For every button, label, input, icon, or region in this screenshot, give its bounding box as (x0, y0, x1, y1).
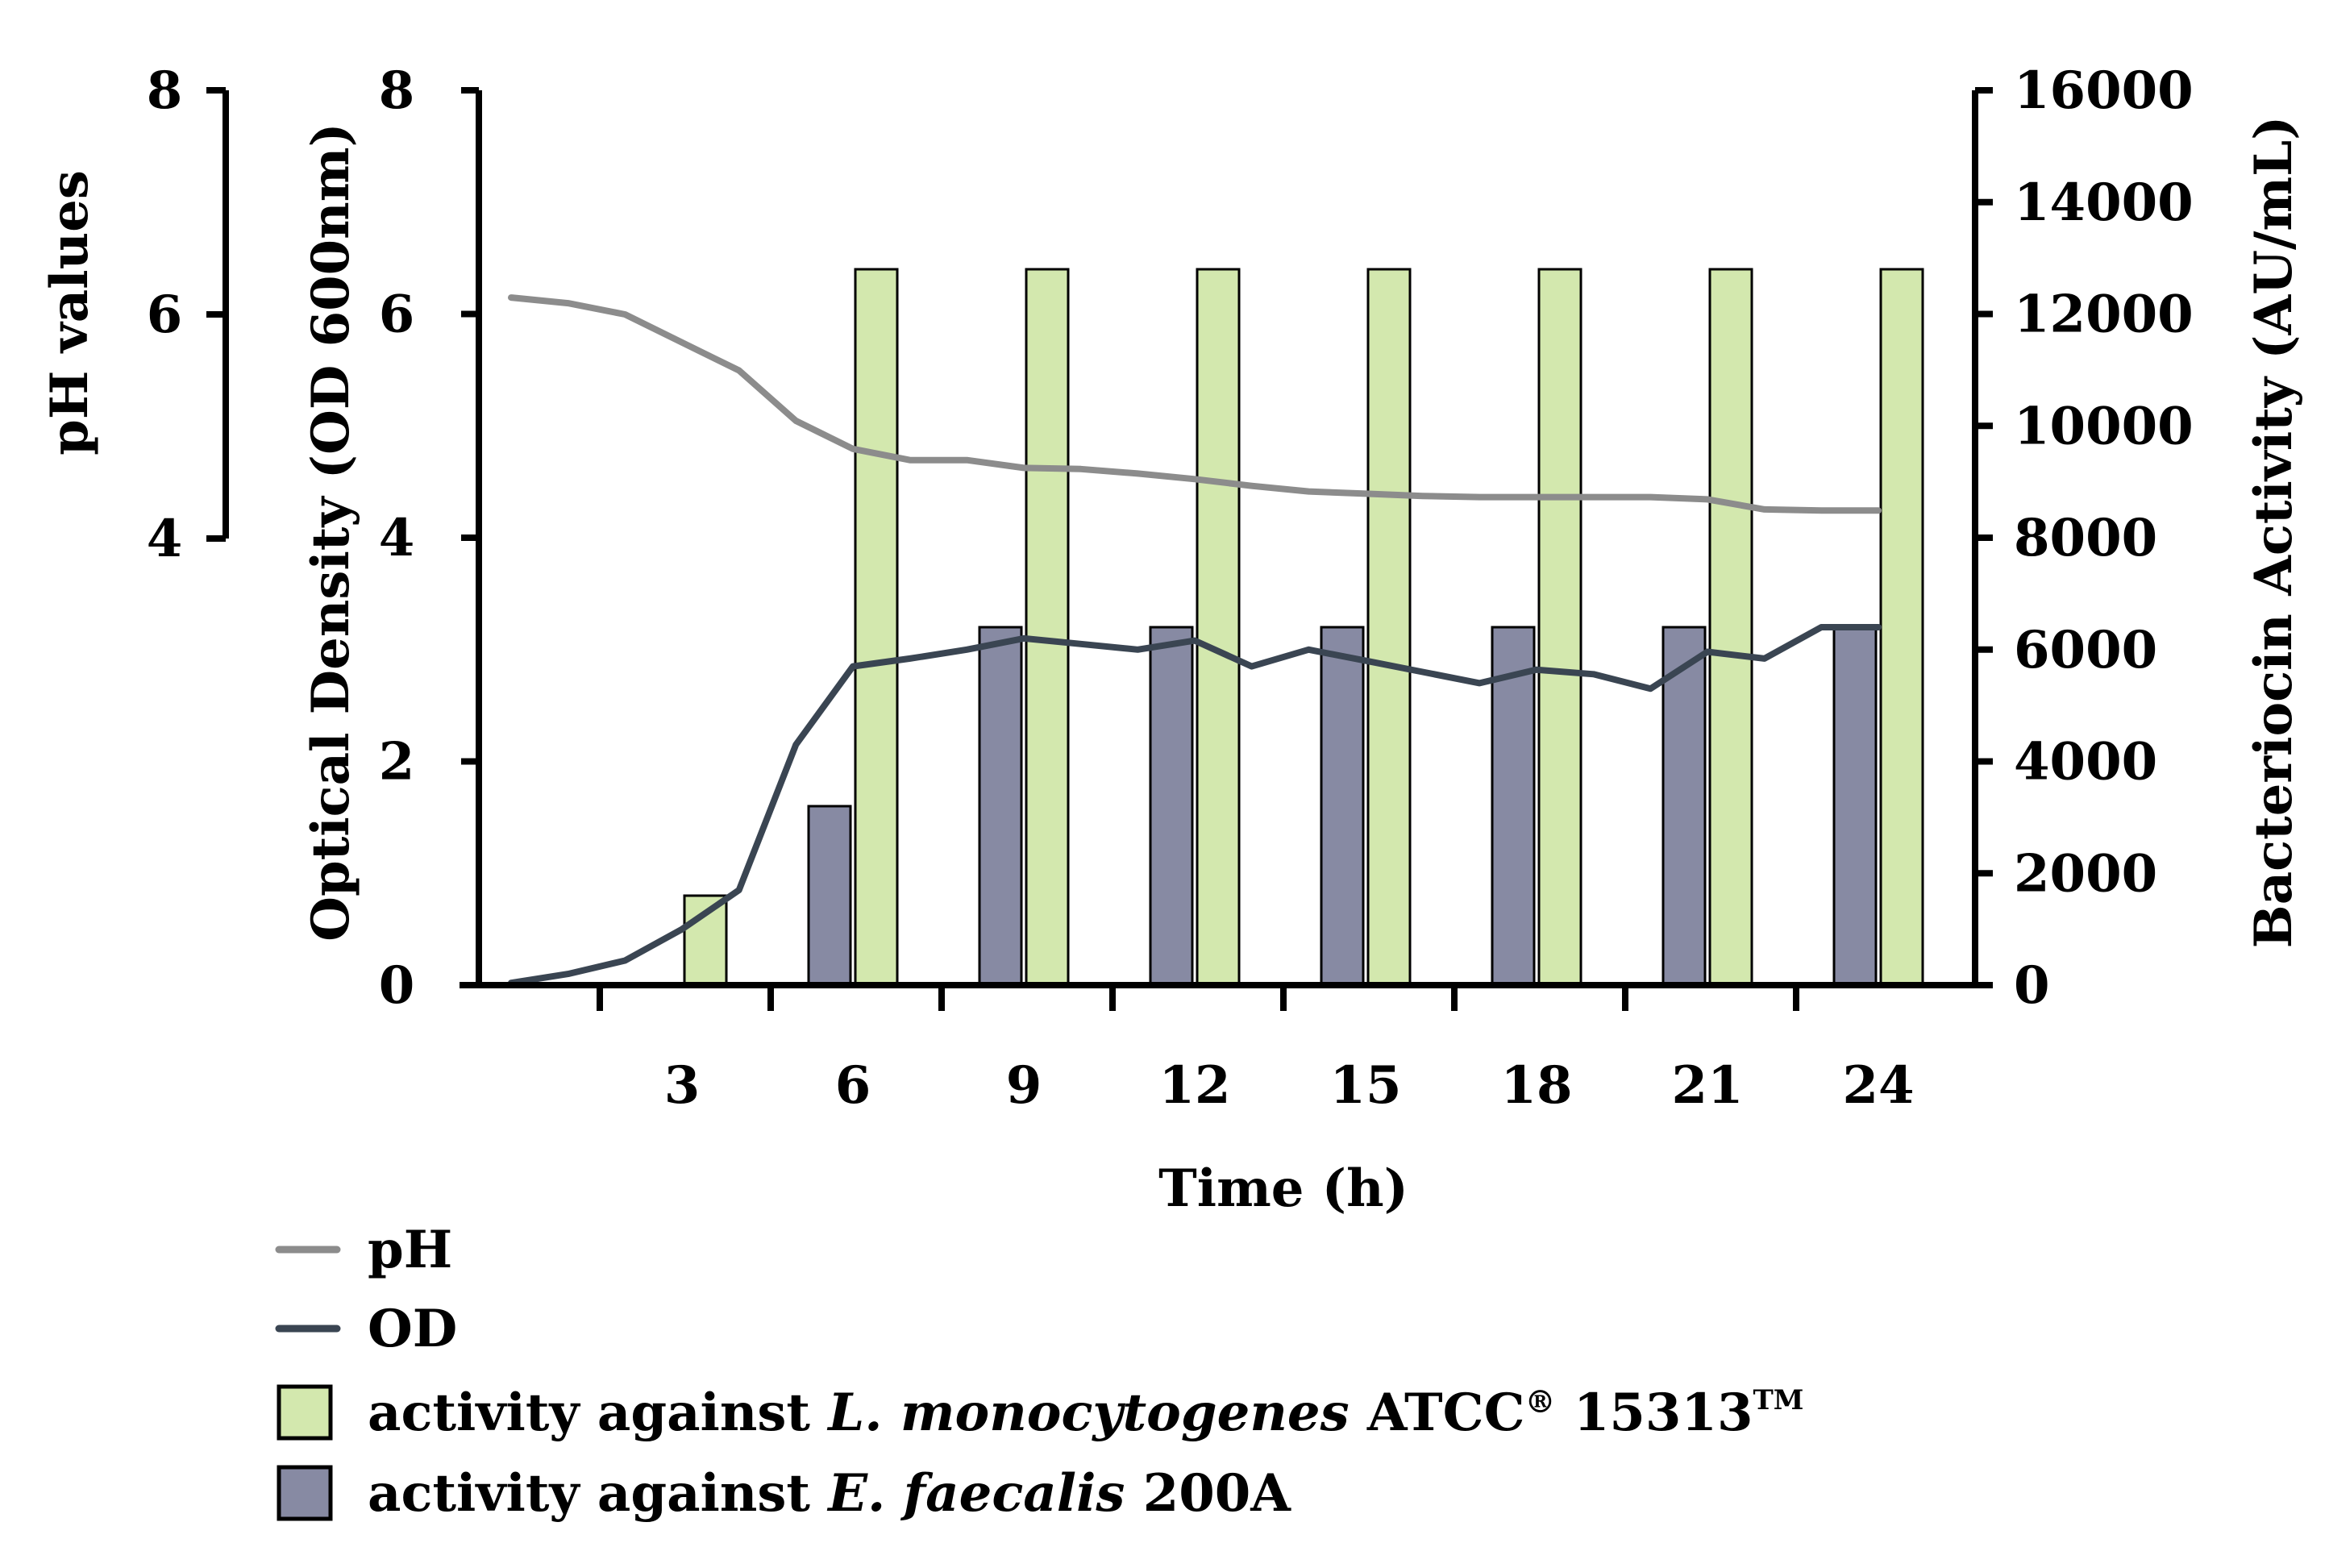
bar-faecalis-21 (1661, 626, 1707, 987)
bar-listeria-18 (1537, 268, 1582, 987)
axes-layer (206, 87, 1993, 1011)
lines-layer (508, 294, 1882, 987)
bar-faecalis-9 (978, 626, 1023, 987)
legend-label-part: ATCC (1350, 1383, 1525, 1443)
labels-layer: 0246846802000400060008000100001200014000… (40, 60, 2304, 1219)
ph-tick-label: 6 (147, 285, 183, 345)
od-tick-label: 8 (379, 60, 415, 121)
activity-tick-label: 2000 (2014, 843, 2157, 904)
bar-faecalis-15 (1320, 626, 1365, 987)
x-tick-label: 18 (1500, 1055, 1572, 1116)
bar-faecalis-24 (1832, 626, 1878, 987)
x-axis-title: Time (h) (1158, 1158, 1408, 1219)
ph-tick-label: 8 (147, 60, 183, 121)
legend-label-od: OD (368, 1299, 457, 1359)
bar-listeria-21 (1708, 268, 1753, 987)
bar-faecalis-6 (807, 805, 852, 987)
x-tick-label: 9 (1006, 1055, 1042, 1116)
bar-listeria-6 (854, 268, 899, 987)
bar-faecalis-18 (1491, 626, 1536, 987)
activity-axis-title: Bacteriocin Activity (AU/mL) (2244, 116, 2304, 949)
bar-listeria-9 (1025, 268, 1070, 987)
legend-label-bar-0: activity against L. monocytogenes ATCC® … (368, 1383, 1803, 1443)
od-axis-title: Optical Density (OD 600nm) (301, 123, 361, 941)
legend-label-part: ® (1525, 1383, 1556, 1420)
legend-label-ph: pH (368, 1220, 452, 1280)
ph-tick-label: 4 (147, 509, 183, 569)
line-ph (508, 294, 1882, 514)
legend-label-part: E. faecalis (826, 1463, 1125, 1524)
activity-tick-label: 8000 (2014, 508, 2157, 568)
legend-swatch-bar-0 (277, 1384, 333, 1441)
bar-listeria-3 (683, 894, 728, 987)
activity-tick-label: 14000 (2014, 173, 2194, 233)
x-tick-label: 12 (1158, 1055, 1230, 1116)
legend-label-part: TM (1753, 1384, 1803, 1416)
activity-tick-label: 4000 (2014, 732, 2157, 792)
legend-label-part: activity against (368, 1383, 828, 1443)
activity-tick-label: 12000 (2014, 285, 2194, 345)
od-tick-label: 6 (379, 285, 415, 345)
bar-listeria-12 (1196, 268, 1241, 987)
legend-label-part: L. monocytogenes (826, 1383, 1349, 1443)
ph-axis-title: pH values (40, 170, 100, 455)
x-tick-label: 6 (835, 1055, 871, 1116)
activity-tick-label: 6000 (2014, 620, 2157, 680)
activity-tick-label: 16000 (2014, 60, 2194, 121)
activity-tick-label: 10000 (2014, 396, 2194, 456)
od-tick-label: 2 (379, 732, 415, 792)
line-od (508, 624, 1882, 987)
bars-layer (683, 268, 1924, 987)
x-tick-label: 15 (1329, 1055, 1401, 1116)
x-tick-label: 21 (1671, 1055, 1743, 1116)
legend-label-part: activity against (368, 1463, 828, 1524)
bar-listeria-24 (1879, 268, 1924, 987)
legend-label-part: 200A (1125, 1463, 1291, 1524)
bar-faecalis-12 (1149, 626, 1194, 987)
x-tick-label: 3 (664, 1055, 701, 1116)
legend-swatch-bar-1 (277, 1465, 333, 1521)
od-tick-label: 0 (379, 955, 415, 1016)
od-tick-label: 4 (379, 508, 415, 568)
legend-label-bar-1: activity against E. faecalis 200A (368, 1463, 1291, 1524)
legend-label-part: 15313 (1556, 1383, 1753, 1443)
bar-listeria-15 (1366, 268, 1412, 987)
legend: pH OD activity against L. monocytogenes AT… (275, 1220, 1803, 1524)
x-tick-label: 24 (1842, 1055, 1914, 1116)
activity-tick-label: 0 (2014, 955, 2050, 1016)
